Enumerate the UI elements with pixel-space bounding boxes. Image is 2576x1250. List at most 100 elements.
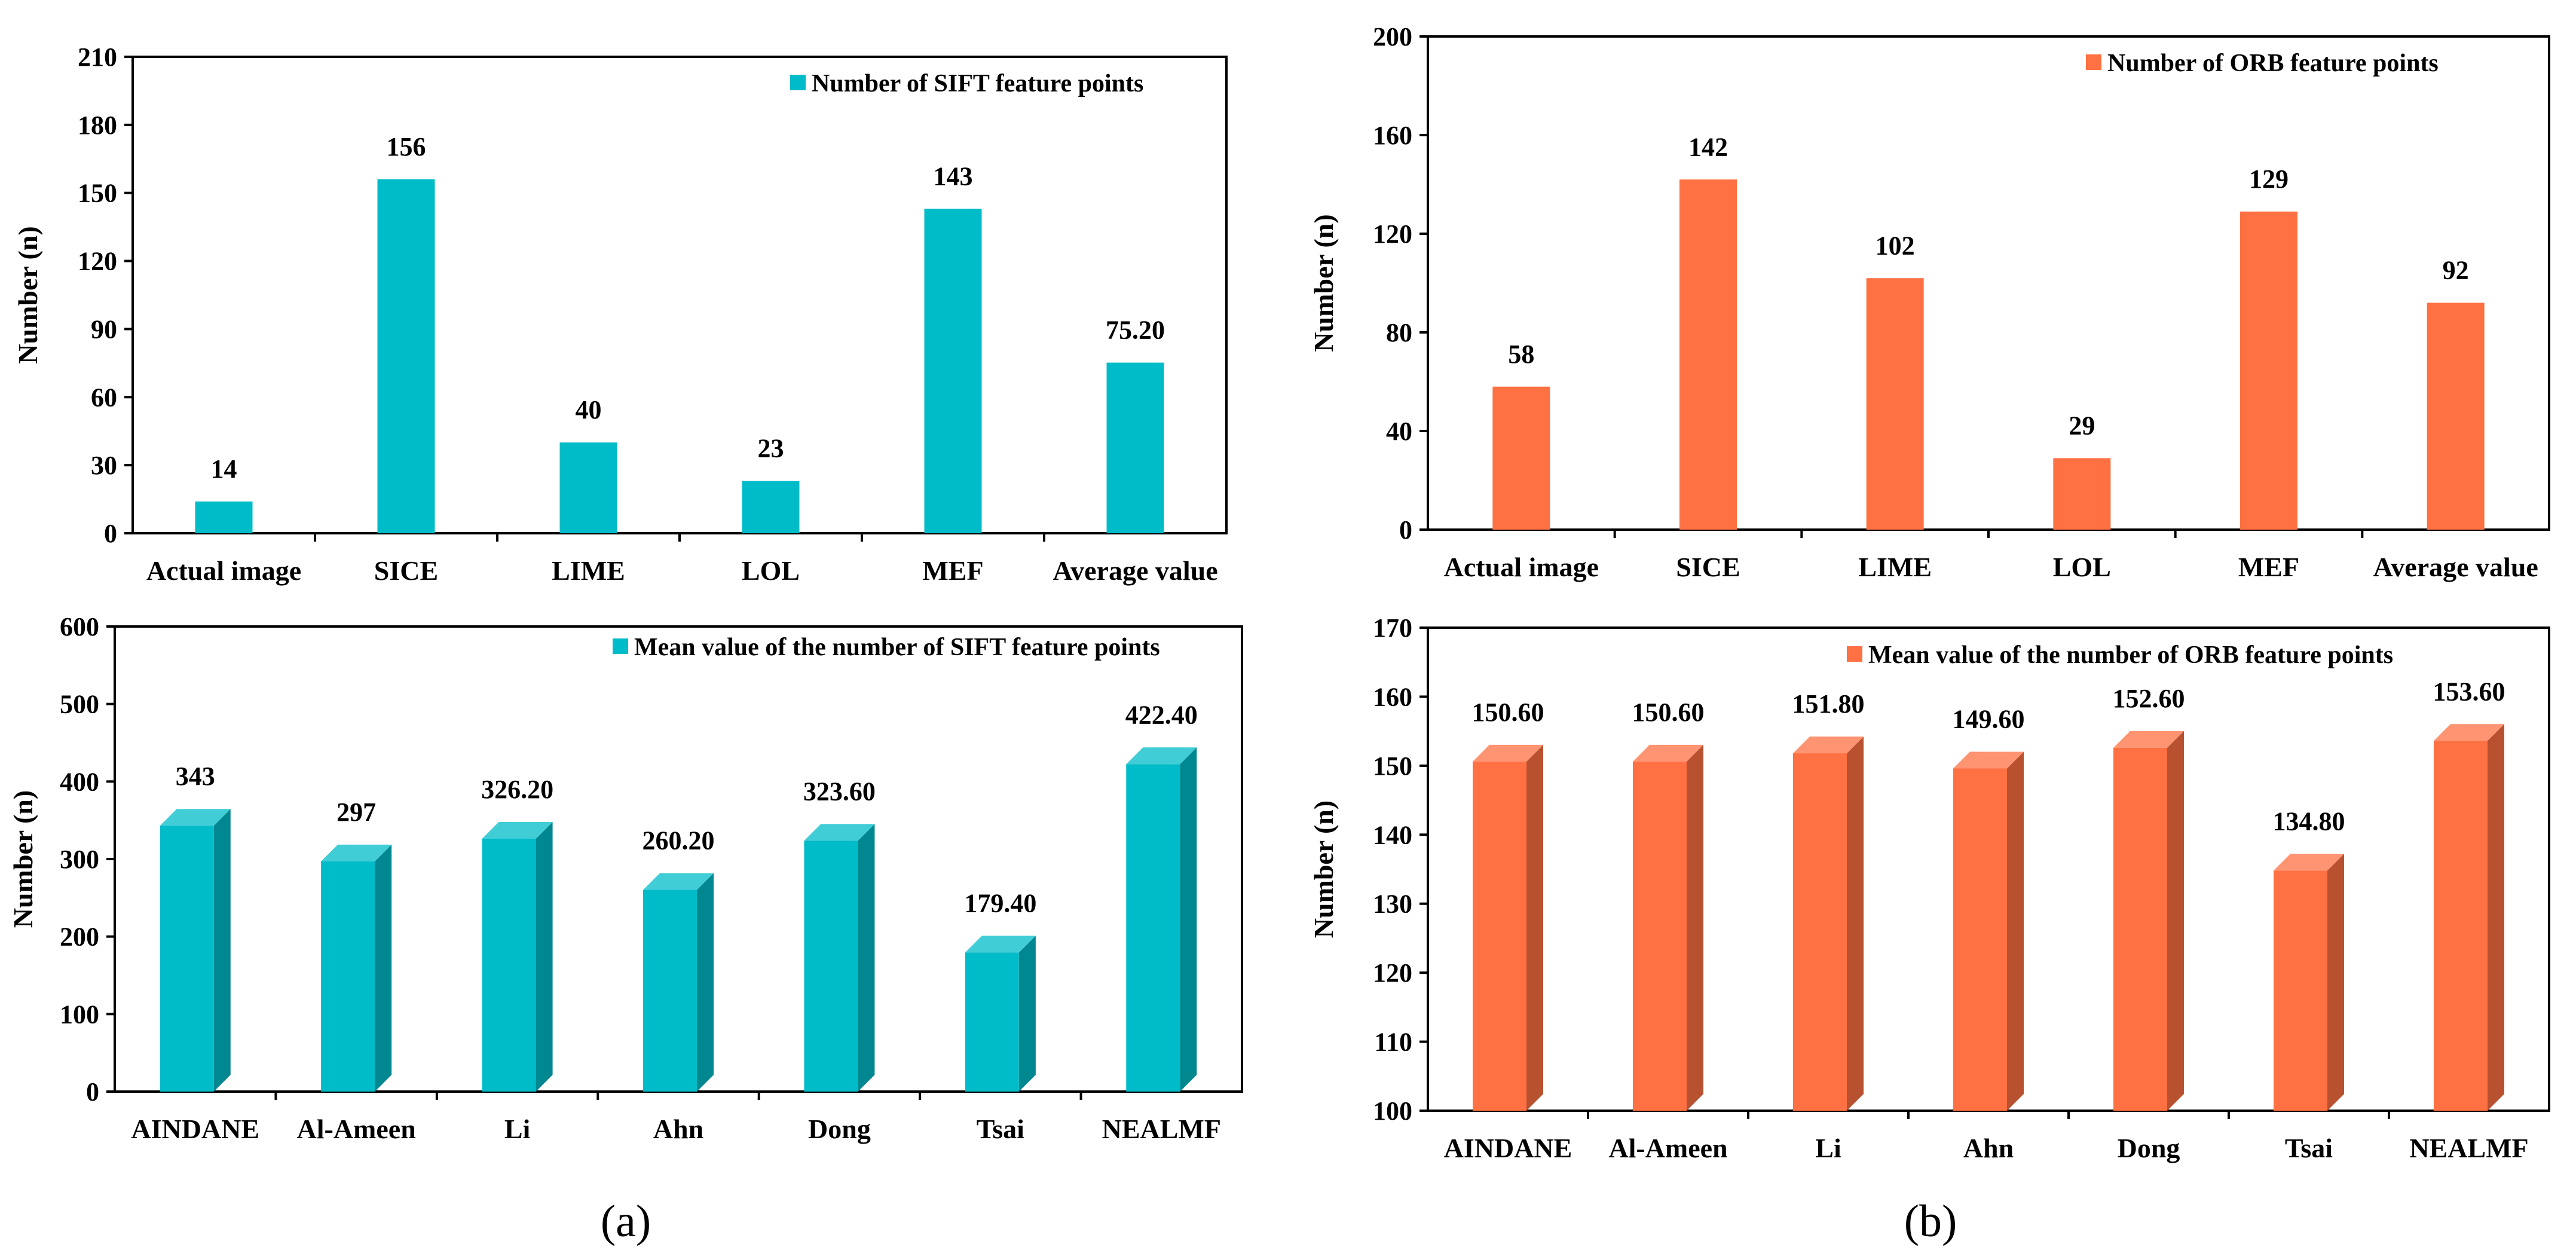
data-label: 14: [211, 454, 237, 484]
bar-top: [1473, 744, 1543, 762]
y-tick-label: 60: [91, 383, 117, 412]
y-tick-label: 150: [1373, 751, 1412, 781]
bar: [2274, 870, 2327, 1111]
bar-side: [2488, 724, 2504, 1111]
bar: [742, 481, 800, 533]
y-tick-label: 0: [104, 519, 117, 548]
y-tick-label: 120: [78, 247, 117, 276]
bar: [1679, 179, 1737, 530]
bar-top: [1953, 751, 2024, 769]
plot-frame: [1427, 35, 2550, 531]
legend-label: Mean value of the number of ORB feature …: [1868, 641, 2393, 669]
data-label: 297: [336, 797, 376, 827]
bar: [924, 209, 982, 533]
bar-side: [2007, 751, 2024, 1111]
bar-top: [804, 824, 875, 841]
bar: [2240, 211, 2297, 530]
bar: [377, 179, 435, 533]
x-tick-label: Ahn: [653, 1114, 703, 1144]
bar-top: [2434, 724, 2504, 741]
x-tick-label: MEF: [922, 555, 983, 586]
data-label: 343: [176, 762, 215, 791]
data-label: 179.40: [964, 888, 1036, 918]
bar-top: [1126, 747, 1197, 765]
panel-label-b: (b): [1904, 1196, 1957, 1246]
x-tick-label: LOL: [2053, 552, 2111, 582]
y-tick-label: 180: [78, 111, 117, 140]
y-tick-label: 200: [1373, 22, 1412, 51]
data-label: 58: [1508, 340, 1534, 369]
y-tick-label: 0: [1399, 515, 1412, 545]
x-tick-label: NEALMF: [1102, 1114, 1221, 1144]
bar-side: [1526, 744, 1543, 1111]
data-label: 134.80: [2273, 806, 2345, 836]
bar-top: [1633, 744, 1703, 762]
bar-side: [375, 844, 392, 1092]
bar: [965, 952, 1019, 1092]
bar: [2113, 747, 2167, 1111]
data-label: 40: [576, 395, 602, 424]
chart-sift-count: 0 30 60 90 120 150 180 210 Number (n) 14 Actual im…: [13, 42, 1228, 586]
bar-side: [536, 822, 553, 1092]
bar-top: [482, 822, 553, 839]
y-tick-label: 90: [91, 314, 117, 344]
chart-orb-count: 0 40 80 120 160 200 Number (n) 58 Actual image 14…: [1308, 22, 2550, 582]
data-label: 75.20: [1106, 316, 1165, 345]
y-tick-label: 40: [1386, 417, 1412, 446]
y-tick-label: 400: [60, 767, 99, 796]
y-tick-label: 200: [60, 922, 99, 952]
bar: [1793, 753, 1847, 1111]
bar: [1633, 761, 1687, 1111]
x-tick-label: Ahn: [1963, 1133, 2014, 1163]
y-axis-label: Number (n): [8, 790, 38, 928]
bar: [2053, 458, 2111, 530]
data-label: 102: [1876, 231, 1915, 260]
bar: [1473, 761, 1526, 1111]
bar-side: [2167, 731, 2184, 1111]
bar-side: [1687, 744, 1703, 1111]
y-tick-label: 210: [78, 42, 117, 72]
bar: [804, 841, 858, 1092]
plot-frame: [131, 56, 1228, 534]
y-tick-label: 500: [60, 690, 99, 719]
x-tick-label: NEALMF: [2409, 1133, 2528, 1163]
y-tick-label: 110: [1374, 1028, 1412, 1057]
data-label: 151.80: [1792, 689, 1865, 719]
y-tick-label: 30: [91, 451, 117, 480]
x-tick-label: Dong: [808, 1114, 871, 1144]
data-label: 142: [1688, 132, 1728, 161]
bar: [1866, 278, 1924, 530]
bar: [2427, 302, 2485, 530]
data-label: 23: [758, 434, 784, 463]
data-label: 326.20: [481, 775, 553, 804]
panel-label-a: (a): [601, 1196, 651, 1246]
bar: [195, 501, 253, 533]
bar: [321, 861, 375, 1092]
x-tick-label: Actual image: [1444, 552, 1599, 582]
bar-top: [1793, 736, 1864, 754]
bar: [2434, 741, 2488, 1111]
x-tick-label: Average value: [2373, 552, 2538, 582]
legend-swatch: [790, 75, 806, 90]
bar: [1953, 768, 2007, 1111]
x-tick-label: LOL: [742, 555, 800, 586]
data-label: 153.60: [2433, 677, 2505, 706]
y-axis-label: Number (n): [13, 226, 43, 363]
data-label: 129: [2249, 164, 2289, 194]
bar-top: [2113, 731, 2184, 748]
bar-top: [965, 936, 1036, 953]
bar: [559, 442, 617, 533]
bar-side: [213, 809, 231, 1092]
bar-side: [1847, 736, 1864, 1111]
legend-label: Number of ORB feature points: [2107, 50, 2439, 77]
bar-top: [321, 844, 392, 861]
y-tick-label: 140: [1373, 820, 1412, 849]
bar-side: [1018, 936, 1036, 1092]
y-axis-label: Number (n): [1308, 800, 1339, 938]
x-tick-label: Tsai: [977, 1114, 1024, 1144]
y-tick-label: 300: [60, 845, 99, 874]
legend-label: Mean value of the number of SIFT feature…: [634, 634, 1160, 661]
y-tick-label: 100: [60, 1000, 99, 1029]
bar: [1106, 362, 1164, 533]
bar: [1492, 386, 1550, 530]
